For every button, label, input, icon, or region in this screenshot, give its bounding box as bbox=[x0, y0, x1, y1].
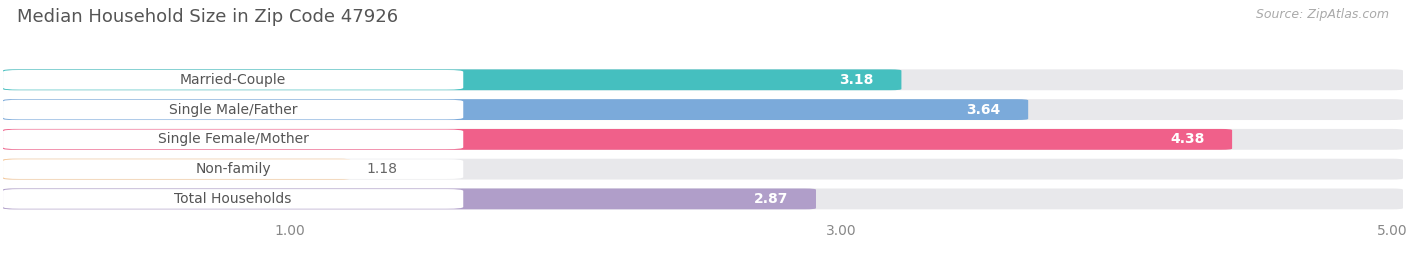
Text: 3.18: 3.18 bbox=[839, 73, 875, 87]
FancyBboxPatch shape bbox=[3, 129, 1232, 150]
FancyBboxPatch shape bbox=[3, 159, 1403, 180]
FancyBboxPatch shape bbox=[3, 99, 1403, 120]
Text: 1.18: 1.18 bbox=[367, 162, 398, 176]
Text: 3.64: 3.64 bbox=[966, 103, 1001, 117]
Text: 4.38: 4.38 bbox=[1170, 132, 1205, 146]
FancyBboxPatch shape bbox=[3, 188, 815, 209]
Text: Median Household Size in Zip Code 47926: Median Household Size in Zip Code 47926 bbox=[17, 8, 398, 26]
Text: Non-family: Non-family bbox=[195, 162, 271, 176]
Text: Single Male/Father: Single Male/Father bbox=[169, 103, 298, 117]
FancyBboxPatch shape bbox=[3, 159, 350, 180]
FancyBboxPatch shape bbox=[3, 70, 463, 90]
FancyBboxPatch shape bbox=[3, 189, 463, 209]
Text: Total Households: Total Households bbox=[174, 192, 292, 206]
FancyBboxPatch shape bbox=[3, 129, 463, 149]
FancyBboxPatch shape bbox=[3, 69, 901, 90]
FancyBboxPatch shape bbox=[3, 69, 1403, 90]
Text: Married-Couple: Married-Couple bbox=[180, 73, 287, 87]
Text: Single Female/Mother: Single Female/Mother bbox=[157, 132, 308, 146]
FancyBboxPatch shape bbox=[3, 99, 1028, 120]
FancyBboxPatch shape bbox=[3, 129, 1403, 150]
FancyBboxPatch shape bbox=[3, 100, 463, 120]
Text: 2.87: 2.87 bbox=[754, 192, 789, 206]
Text: Source: ZipAtlas.com: Source: ZipAtlas.com bbox=[1256, 8, 1389, 21]
FancyBboxPatch shape bbox=[3, 188, 1403, 209]
FancyBboxPatch shape bbox=[3, 159, 463, 179]
